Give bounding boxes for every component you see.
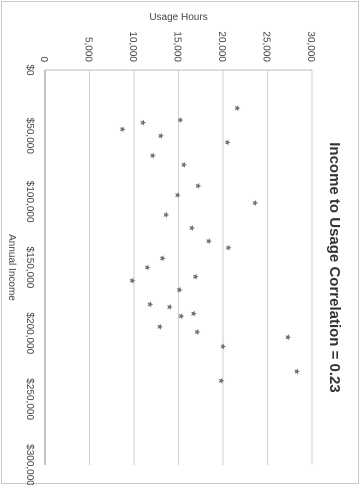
y-tick-label: 15,000 [172,31,183,62]
data-point [220,343,227,350]
y-tick-label: 5,000 [83,37,94,62]
x-tick-label: $50,000 [24,118,35,155]
data-point [194,329,201,336]
data-point [140,119,147,126]
data-point [158,132,164,139]
x-axis-label: Annual Income [6,234,17,301]
y-tick-label: 10,000 [127,31,138,62]
data-point [150,152,156,159]
x-tick-label: $100,000 [24,181,35,223]
y-tick-label: 0 [38,56,49,62]
x-tick-label: $250,000 [24,378,35,420]
data-point [234,105,241,112]
data-point [175,192,181,199]
x-tick-label: $150,000 [24,247,35,289]
data-point [181,161,187,168]
data-point [218,377,225,384]
y-tick-label: 30,000 [305,31,316,62]
data-point [157,323,163,330]
data-point [147,301,154,308]
data-point [167,304,173,310]
data-point [294,368,301,375]
data-point [189,225,196,231]
chart-title: Income to Usage Correlation = 0.23 [326,142,343,393]
data-point [178,313,185,320]
y-tick-label: 25,000 [261,31,272,62]
data-point [285,334,292,341]
data-point [159,255,166,262]
data-point [119,126,126,133]
y-tick-label: 20,000 [216,31,227,62]
data-point [144,264,151,271]
data-point [225,244,232,251]
data-point [252,199,259,206]
data-point [191,310,197,317]
x-tick-label: $200,000 [24,312,35,354]
data-point [195,182,202,189]
chart-root: 0 5,000 10,000 15,000 20,000 25,000 30,000 $0 $5… [6,12,343,485]
y-axis-label: Usage Hours [149,12,207,23]
data-point [163,211,170,218]
data-point [224,139,231,146]
x-tick-label: $0 [24,64,35,76]
data-point [176,286,183,293]
data-point [206,238,212,245]
x-tick-label: $300,000 [24,444,35,485]
data-point [177,117,184,124]
data-point [129,277,136,284]
data-point [192,273,199,280]
